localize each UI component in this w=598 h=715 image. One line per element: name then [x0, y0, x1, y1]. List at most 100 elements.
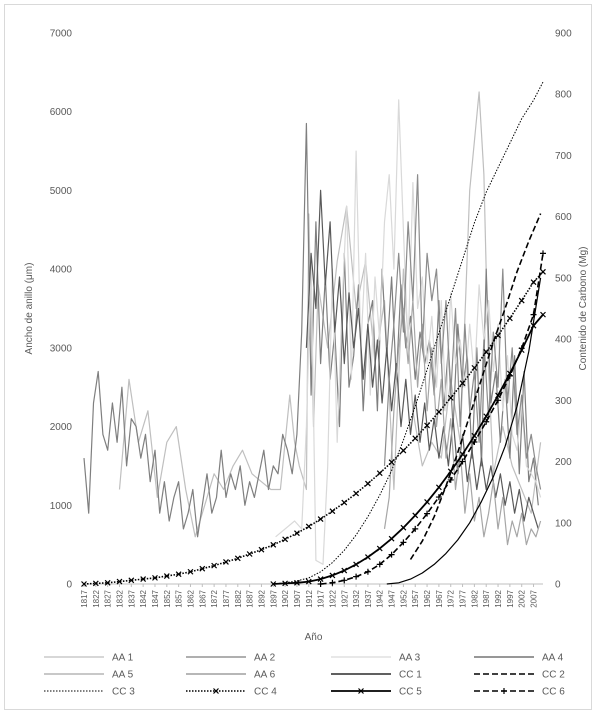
data-point-marker	[163, 573, 170, 579]
data-point-marker	[358, 688, 364, 694]
x-tick-label: 1817	[80, 589, 89, 607]
data-point-marker	[364, 554, 371, 560]
y-axis-right: 0 100 200 300 400 500 600 700 800 900	[555, 29, 572, 591]
legend-item: CC 3	[44, 687, 135, 698]
data-point-marker	[152, 574, 158, 581]
data-point-marker	[353, 573, 360, 580]
legend-label: CC 6	[542, 687, 565, 698]
data-point-marker	[81, 581, 87, 587]
data-point-marker	[518, 297, 525, 304]
data-point-marker	[506, 372, 513, 379]
x-tick-label: 1882	[234, 589, 243, 607]
y2-tick-label: 700	[555, 151, 572, 162]
x-tick-label: 1977	[459, 589, 468, 607]
data-point-marker	[388, 459, 395, 466]
data-point-marker	[506, 315, 513, 322]
y2-tick-label: 200	[555, 457, 572, 468]
x-tick-label: 1962	[423, 589, 432, 607]
data-point-marker	[364, 480, 371, 487]
data-point-marker	[447, 476, 454, 483]
legend-item: AA 3	[331, 653, 421, 664]
legend-label: AA 4	[542, 653, 564, 664]
y2-tick-label: 400	[555, 335, 572, 346]
legend-item: AA 5	[44, 670, 134, 681]
x-tick-label: 1872	[210, 589, 219, 607]
data-point-marker	[223, 559, 229, 565]
y2-tick-label: 0	[555, 580, 561, 591]
series-aa-5	[383, 300, 542, 546]
data-point-marker	[364, 568, 371, 575]
x-tick-label: 1877	[222, 589, 231, 607]
data-point-marker	[317, 581, 324, 587]
legend-label: AA 6	[254, 670, 276, 681]
x-tick-label: 1952	[399, 589, 408, 607]
x-tick-label: 1837	[127, 589, 136, 607]
data-point-marker	[199, 565, 206, 572]
y2-tick-label: 900	[555, 29, 572, 40]
x-tick-label: 1967	[435, 589, 444, 607]
x-tick-label: 1912	[305, 589, 314, 607]
y-tick-label: 2000	[50, 422, 73, 433]
x-tick-label: 1827	[104, 589, 113, 607]
x-tick-label: 1982	[470, 589, 479, 607]
x-axis: 1817 1822 1827 1832 1837 1842 1847 1852 1857 1862…	[80, 584, 539, 608]
data-point-marker	[412, 435, 419, 442]
data-point-marker	[341, 567, 348, 574]
chart-frame	[4, 4, 592, 710]
data-point-marker	[540, 250, 546, 257]
x-tick-label: 1937	[364, 589, 373, 607]
data-point-marker	[400, 447, 407, 454]
data-point-marker	[341, 577, 348, 584]
x-tick-label: 1917	[317, 589, 326, 607]
data-point-marker	[447, 394, 454, 401]
x-axis-title: Año	[305, 632, 323, 643]
data-point-marker	[435, 409, 442, 415]
data-point-marker	[447, 468, 454, 475]
data-point-marker	[294, 579, 300, 586]
data-point-marker	[459, 451, 466, 458]
x-tick-label: 1992	[494, 589, 503, 607]
data-point-marker	[435, 484, 442, 491]
data-point-marker	[376, 561, 383, 568]
data-point-marker	[329, 579, 336, 586]
legend-item: CC 5	[331, 687, 422, 698]
data-point-marker	[388, 551, 395, 558]
y-tick-label: 5000	[50, 186, 73, 197]
data-point-marker	[305, 578, 312, 585]
data-point-marker	[388, 535, 395, 542]
data-point-marker	[282, 536, 289, 543]
y2-tick-label: 300	[555, 396, 572, 407]
legend-item: AA 2	[186, 653, 276, 664]
y-tick-label: 7000	[50, 29, 73, 40]
legend-label: CC 2	[542, 670, 565, 681]
x-tick-label: 1997	[506, 589, 515, 607]
legend-item: CC 1	[331, 670, 422, 681]
data-point-marker	[128, 577, 135, 584]
x-tick-label: 1947	[388, 589, 397, 607]
legend-item: CC 2	[474, 670, 565, 681]
series-cc-6	[317, 250, 546, 587]
data-point-marker	[211, 562, 218, 569]
y-tick-label: 3000	[50, 343, 73, 354]
data-point-marker	[329, 508, 336, 515]
x-tick-label: 1932	[352, 589, 361, 607]
x-tick-label: 1892	[257, 589, 266, 607]
data-point-marker	[353, 561, 360, 568]
data-point-marker	[317, 516, 324, 523]
x-tick-label: 1852	[163, 589, 172, 607]
data-point-marker	[140, 576, 147, 583]
series-cc-1	[386, 277, 542, 585]
x-tick-label: 1922	[328, 589, 337, 607]
x-tick-label: 1832	[115, 589, 124, 607]
series-aa-3	[275, 99, 542, 565]
legend-item: AA 1	[44, 653, 134, 664]
y2-tick-label: 600	[555, 212, 572, 223]
series-layer	[81, 81, 546, 587]
x-tick-label: 1867	[198, 589, 207, 607]
x-tick-label: 1902	[281, 589, 290, 607]
data-point-marker	[530, 311, 537, 318]
data-point-marker	[424, 499, 430, 505]
y-tick-label: 1000	[50, 501, 73, 512]
series-line	[273, 314, 544, 585]
